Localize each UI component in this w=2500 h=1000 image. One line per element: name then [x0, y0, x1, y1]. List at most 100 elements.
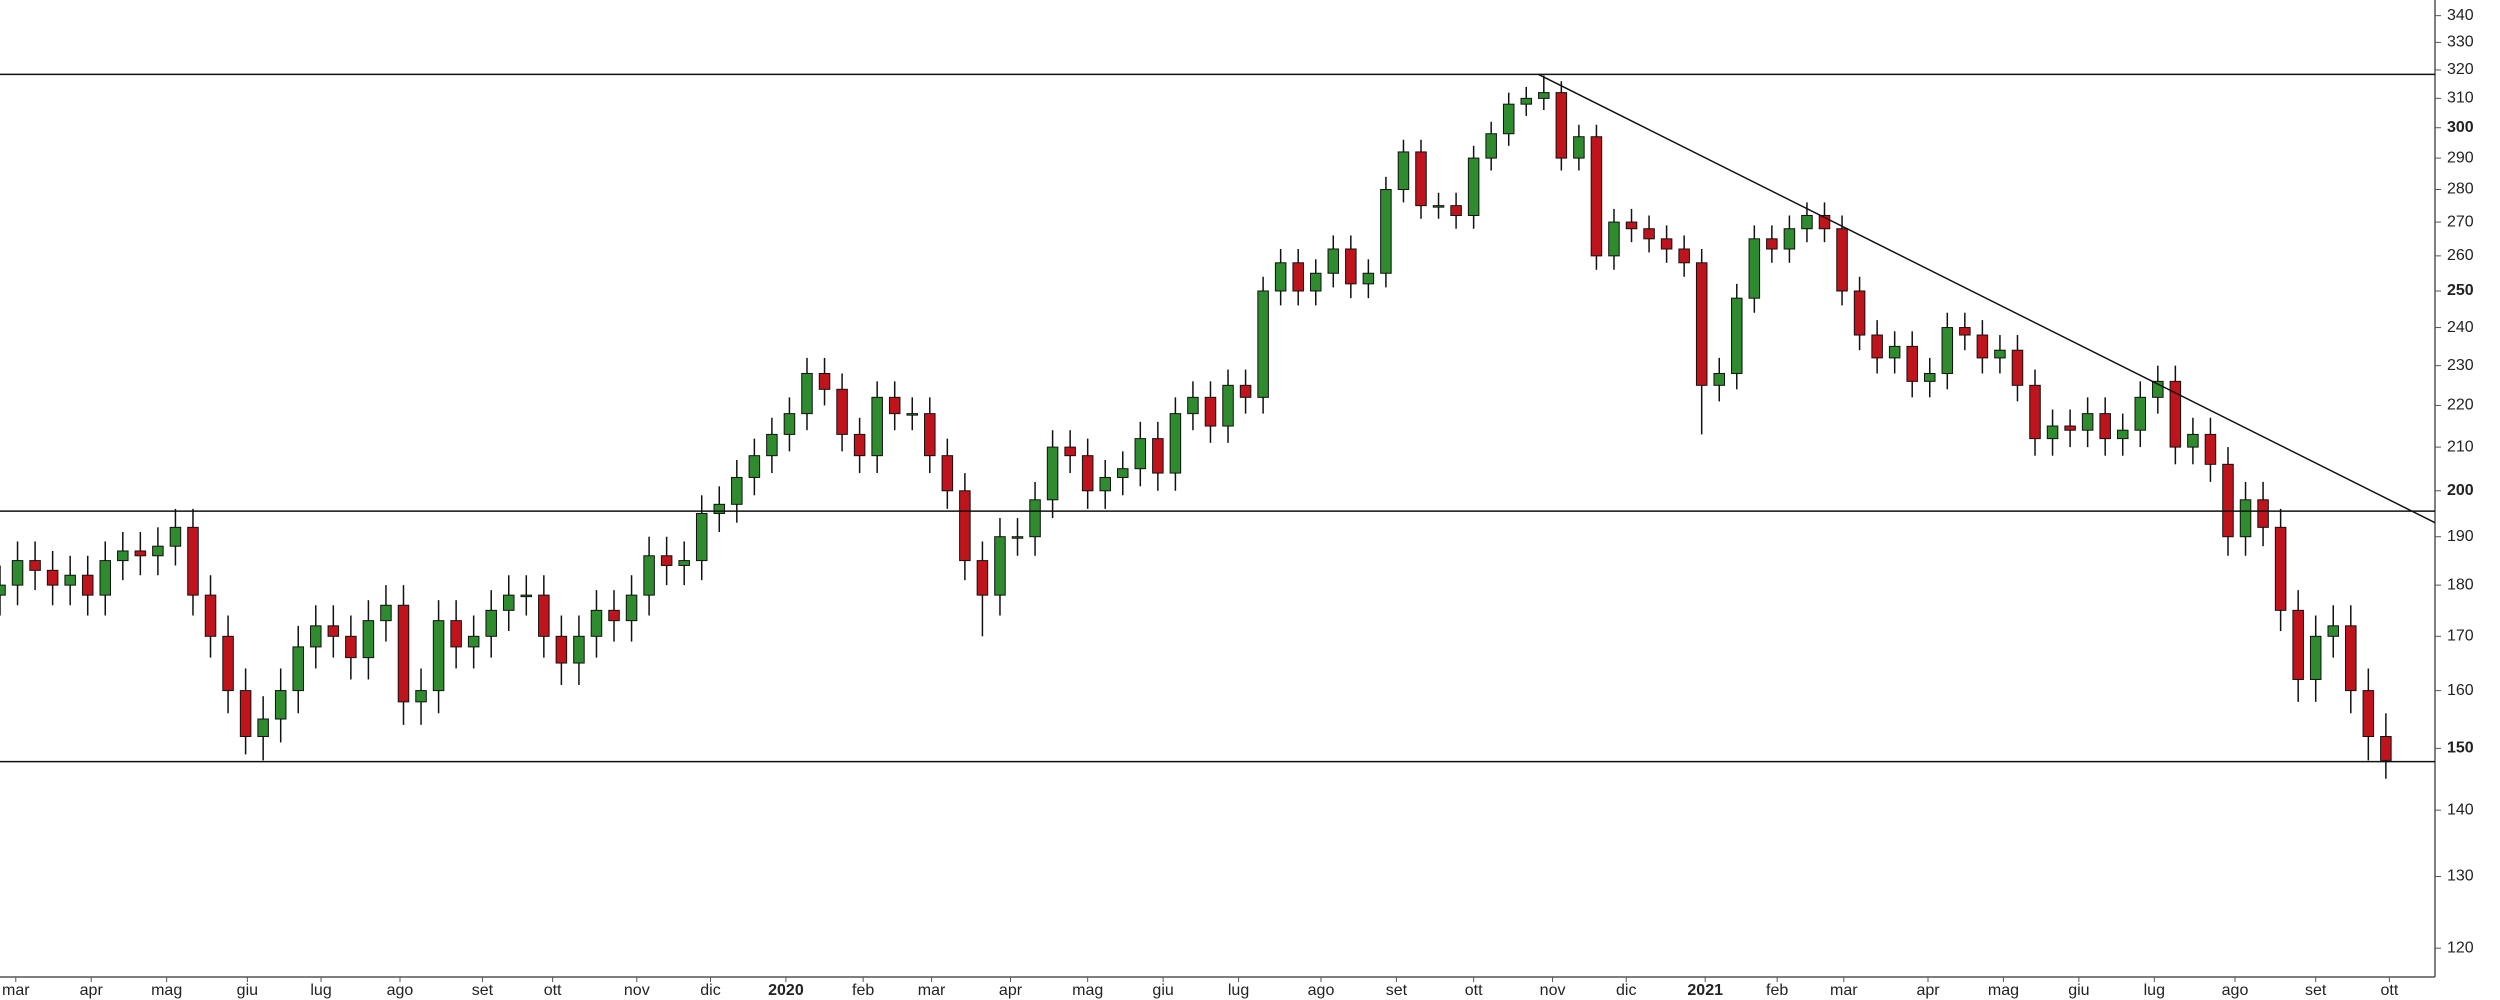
candle-body — [1818, 214, 1831, 230]
candle-body — [1292, 262, 1304, 292]
x-tick-label: nov — [624, 982, 650, 999]
x-tick-label: ago — [1308, 982, 1335, 999]
candle-body — [2029, 384, 2041, 440]
candle-body — [766, 433, 778, 457]
candle-body — [2257, 499, 2269, 528]
candle-body — [1731, 297, 1743, 374]
x-tick-label: giu — [1152, 982, 1173, 999]
candle-body — [467, 635, 480, 648]
candle-body — [2134, 396, 2147, 431]
candle-body — [2380, 736, 2392, 761]
candle-body — [292, 646, 304, 692]
candle-body — [11, 560, 24, 586]
candle-body — [2327, 625, 2340, 637]
candle-body — [1415, 151, 1427, 207]
candle-body — [1345, 248, 1357, 285]
candle-body — [1117, 468, 1129, 478]
candle-body — [81, 574, 94, 596]
x-tick-label: dic — [700, 982, 720, 999]
candle-body — [555, 635, 568, 664]
x-tick-label: set — [1386, 982, 1408, 999]
y-tick-label: 190 — [2447, 528, 2474, 545]
candle-body — [660, 555, 673, 566]
candle-body — [1397, 151, 1410, 191]
candle-body — [1906, 345, 1918, 382]
candle-body — [0, 584, 6, 596]
x-tick-label: 2021 — [1687, 982, 1723, 999]
x-tick-label: mar — [2, 982, 30, 999]
candle-body — [906, 413, 919, 416]
candle-body — [2099, 413, 2111, 440]
candle-body — [1467, 157, 1480, 216]
candle-body — [64, 574, 76, 586]
candle-body — [1660, 238, 1673, 250]
x-tick-label: mag — [1072, 982, 1103, 999]
x-tick-label: mar — [918, 982, 946, 999]
candle-body — [853, 433, 866, 457]
candle-body — [1836, 228, 1848, 292]
candle-body — [1853, 290, 1866, 336]
x-tick-label: ago — [387, 982, 414, 999]
y-tick-label: 310 — [2447, 90, 2474, 107]
candle-body — [1327, 248, 1340, 274]
y-tick-label: 180 — [2447, 576, 2474, 593]
x-tick-label: ott — [544, 982, 562, 999]
candle-body — [2239, 499, 2252, 538]
candle-body — [888, 396, 901, 415]
candle-body — [134, 550, 147, 557]
candle-body — [643, 555, 655, 596]
y-tick-label: 250 — [2447, 282, 2474, 299]
candle-body — [1204, 396, 1217, 427]
candle-body — [2309, 635, 2322, 680]
candle-body — [538, 594, 550, 637]
candle-body — [1590, 136, 1603, 257]
candle-body — [1309, 272, 1322, 292]
candle-body — [1976, 334, 1989, 359]
candle-body — [2345, 625, 2357, 692]
candle-body — [432, 620, 445, 692]
candle-body — [783, 413, 796, 435]
candle-body — [2362, 690, 2375, 738]
y-tick-label: 290 — [2447, 149, 2474, 166]
candle-body — [1450, 205, 1462, 216]
candle-body — [713, 503, 726, 514]
y-tick-label: 260 — [2447, 247, 2474, 264]
y-tick-label: 280 — [2447, 181, 2474, 198]
x-tick-label: apr — [999, 982, 1023, 999]
candle-body — [1678, 248, 1690, 264]
x-tick-label: mag — [1988, 982, 2019, 999]
x-tick-label: ago — [2222, 982, 2249, 999]
y-tick-label: 120 — [2447, 939, 2474, 956]
candle-body — [748, 455, 761, 478]
x-tick-label: feb — [852, 982, 874, 999]
y-tick-label: 270 — [2447, 213, 2474, 230]
y-tick-label: 150 — [2447, 740, 2474, 757]
candle-body — [1046, 446, 1059, 501]
x-tick-label: set — [472, 982, 494, 999]
candle-body — [678, 560, 690, 566]
candle-body — [1485, 133, 1497, 159]
x-tick-label: ott — [2380, 982, 2398, 999]
candle-body — [2204, 433, 2217, 465]
candle-body — [327, 625, 340, 637]
candle-body — [1362, 272, 1375, 285]
y-tick-label: 320 — [2447, 61, 2474, 78]
candle-body — [1134, 438, 1147, 470]
candle-body — [310, 625, 322, 648]
candle-body — [1608, 221, 1620, 257]
x-tick-label: ott — [1465, 982, 1483, 999]
x-tick-label: apr — [80, 982, 104, 999]
x-tick-label: 2020 — [768, 982, 804, 999]
candle-body — [818, 372, 831, 390]
candle-body — [1520, 97, 1533, 105]
candle-body — [345, 635, 357, 659]
candle-body — [1187, 396, 1199, 415]
candle-body — [46, 569, 59, 586]
candle-body — [520, 594, 533, 598]
candle-body — [1801, 214, 1813, 230]
candle-body — [485, 609, 497, 637]
candle-body — [1274, 262, 1287, 292]
candle-body — [1573, 136, 1585, 159]
candle-body — [380, 604, 392, 622]
